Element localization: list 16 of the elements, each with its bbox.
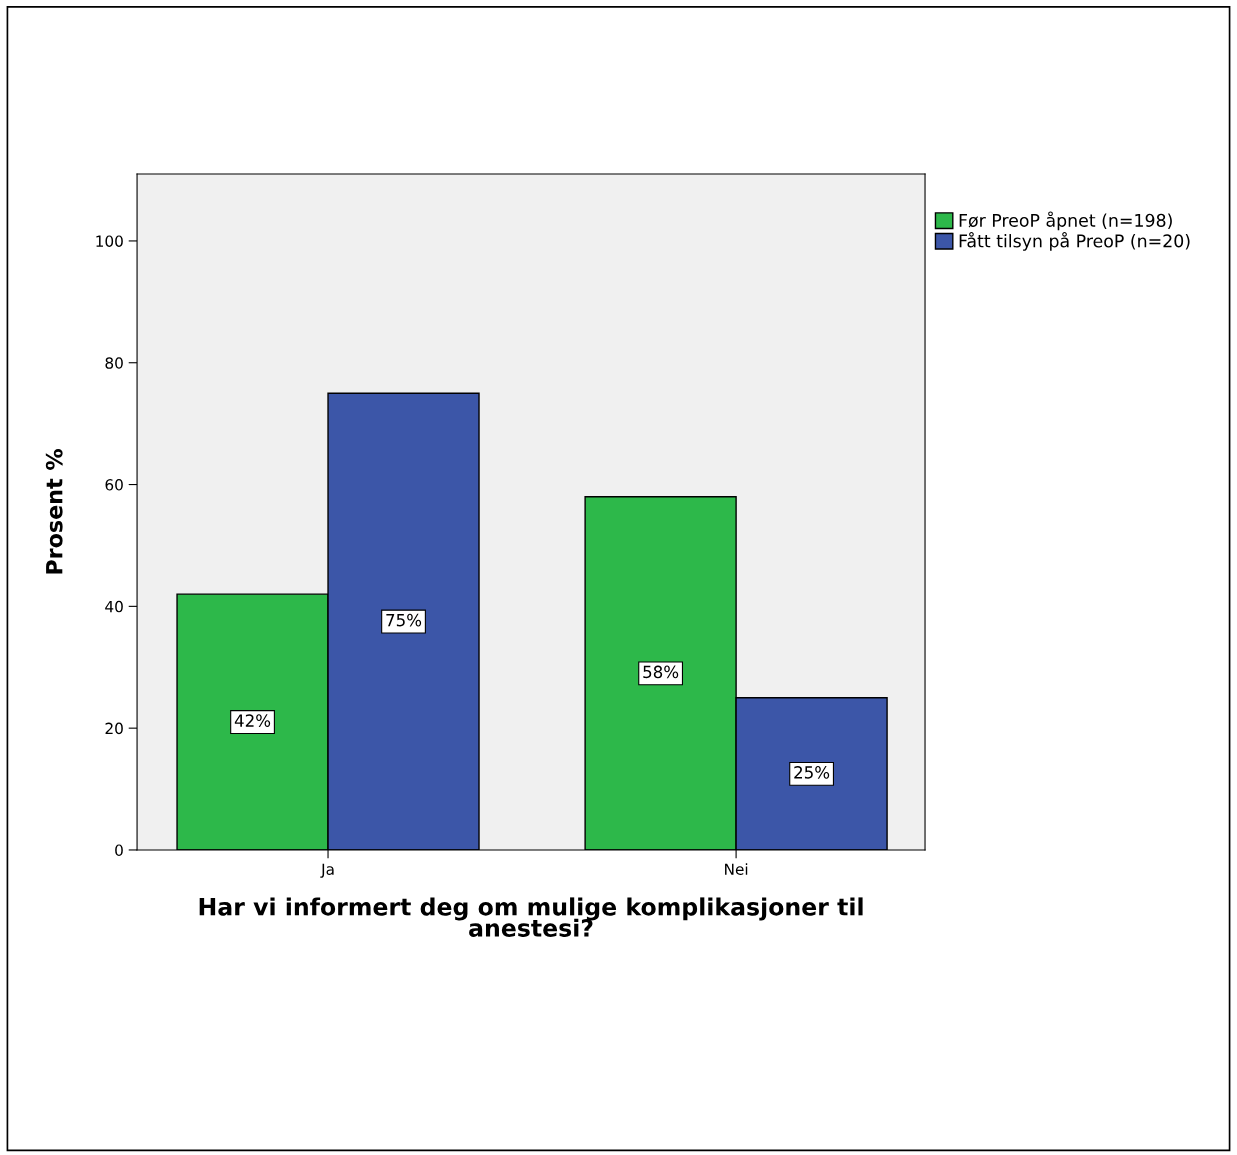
y-tick-label: 20	[105, 722, 123, 735]
y-tick-label: 60	[105, 479, 123, 491]
data-label: 58%	[643, 665, 679, 679]
y-tick-label: 100	[96, 235, 123, 247]
data-label: 42%	[234, 714, 271, 727]
y-tick-label: 0	[115, 844, 123, 856]
x-tick-label: Ja	[320, 863, 334, 878]
data-label: 75%	[386, 613, 422, 627]
y-tick-label: 40	[105, 600, 123, 613]
x-axis-title: Har vi informert deg om mulige komplikasjoner til anestesi?	[199, 897, 863, 937]
data-label: 25%	[794, 766, 830, 779]
legend-label: Fått tilsyn på PreoP (n=20)	[959, 231, 1190, 251]
x-tick-label: Nei	[725, 863, 748, 875]
legend-label: Før PreoP åpnet (n=198)	[959, 211, 1172, 231]
y-axis-title: Prosent %	[45, 449, 63, 574]
y-tick-label: 80	[105, 357, 123, 369]
